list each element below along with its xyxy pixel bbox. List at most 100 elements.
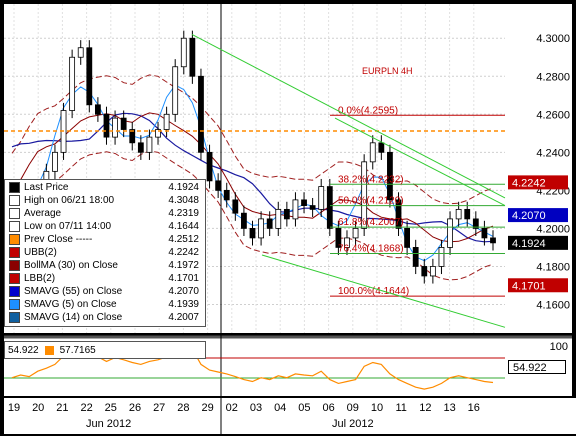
x-tick-label: 25 [104,402,117,414]
y-tick-label: 4.2800 [536,71,570,83]
legend-row[interactable]: Low on 07/11 14:00 4.1644 [5,220,205,233]
candle-body [361,161,368,229]
x-tick-label: 10 [370,402,384,414]
fib-level-label: 100.0%(4.1644) [338,286,409,297]
price-tag-label: 4.1924 [512,238,546,250]
legend-row[interactable]: Average 4.2319 [5,207,205,220]
legend-swatch [9,286,20,297]
price-tag-bg [508,235,568,250]
candle-body [490,237,496,244]
price-tag-bg [508,278,568,293]
legend-row[interactable]: High on 06/21 18:00 4.3048 [5,194,205,207]
candle-body [292,199,299,220]
candle-body [180,37,187,68]
candle-body [481,228,488,239]
candle-body [395,199,402,229]
x-tick-label: 04 [274,402,287,414]
candle-body [223,189,230,201]
x-tick-label: 09 [346,402,359,414]
y-tick-label: 4.3000 [536,33,570,45]
legend-row[interactable]: LBB(2) 4.1701 [5,272,205,285]
x-tick-label: 21 [56,402,69,414]
legend-row[interactable]: SMAVG (5) on Close 4.1939 [5,298,205,311]
legend-label: Low on 07/11 14:00 [24,221,112,232]
legend-value: 4.3048 [168,195,199,206]
candle-body [198,75,204,153]
indicator-swatch [44,345,54,355]
x-tick-label: 28 [177,402,190,414]
candle-body [421,266,428,277]
legend-label: UBB(2) [24,247,57,258]
candle-body [258,218,264,239]
candle-body [137,142,144,153]
legend-panel[interactable]: Last Price 4.1924 High on 06/21 18:00 4.304… [4,179,206,327]
candle-body [412,247,419,267]
candle-body [429,266,436,277]
y-tick-label: 4.1800 [536,261,570,273]
candle-body [129,129,136,144]
indicator-current-tag: 54.922 [508,360,566,374]
xaxis-bg [4,398,576,434]
candle-body [464,208,471,220]
candle-body [189,37,196,77]
candle-body [77,47,84,58]
candle-body [438,247,445,267]
candle-body [309,205,316,210]
candle-body [249,228,256,239]
legend-row[interactable]: SMAVG (14) on Close 4.2007 [5,311,205,324]
legend-value: 4.1701 [168,273,199,284]
indicator-value-1: 54.922 [8,344,39,356]
candle-body [69,56,76,111]
legend-swatch [9,273,20,284]
candle-body [155,129,161,138]
candle-body [404,228,411,248]
candle-body [103,113,110,138]
candle-body [369,142,376,163]
candle-body [86,47,93,106]
x-tick-label: 29 [201,402,214,414]
candle-body [283,208,290,220]
legend-row[interactable]: Prev Close ----- 4.2512 [5,233,205,246]
indicator-axis-top: 100 [549,341,568,353]
month-label-jul: Jul 2012 [332,418,374,430]
trend-line-mid [334,117,506,207]
candle-body [378,142,385,153]
legend-label: Last Price [24,182,69,193]
price-tag-bg [508,175,568,190]
candle-body [241,212,247,229]
legend-value: 4.1939 [168,299,199,310]
x-tick-label: 06 [322,402,335,414]
candle-body [352,228,359,239]
fib-level-label: 50.0%(4.2120) [338,196,404,207]
legend-value: 4.2070 [168,286,199,297]
x-tick-label: 27 [153,402,166,414]
sma-55-line [11,112,494,243]
x-tick-label: 20 [32,402,45,414]
y-tick-label: 4.1600 [536,299,570,311]
legend-row[interactable]: BollMA (30) on Close 4.1972 [5,259,205,272]
price-tag-bg [508,208,568,223]
legend-row[interactable]: Last Price 4.1924 [5,181,205,194]
boll-ma-line [11,112,494,243]
legend-value: 4.2007 [168,312,199,323]
legend-swatch [9,195,20,206]
candle-body [206,151,213,182]
month-label-jun: Jun 2012 [86,418,132,430]
legend-row[interactable]: UBB(2) 4.2242 [5,246,205,259]
legend-swatch [9,260,20,271]
price-tag-label: 4.2070 [512,210,546,222]
y-tick-label: 4.2000 [536,223,570,235]
x-tick-label: 26 [128,402,142,414]
candle-body [112,117,118,138]
candle-body [335,228,342,248]
legend-swatch [9,247,20,258]
candle-body [447,218,453,248]
candle-body [455,208,462,220]
legend-row[interactable]: SMAVG (55) on Close 4.2070 [5,285,205,298]
x-tick-label: 22 [80,402,93,414]
x-tick-label: 05 [298,402,311,414]
legend-label: Average [24,208,62,219]
legend-swatch [9,221,20,232]
